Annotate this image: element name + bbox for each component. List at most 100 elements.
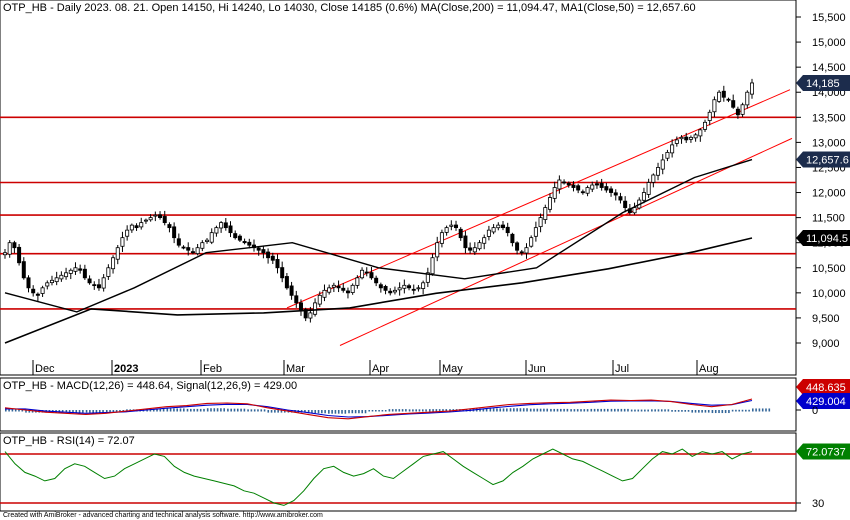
macd-histogram-bar <box>395 409 397 412</box>
candle-body <box>17 246 22 264</box>
candle-body <box>92 284 97 287</box>
candle-body <box>134 225 139 229</box>
candle-body <box>106 267 111 277</box>
candle-body <box>111 257 116 270</box>
candle-body <box>585 187 590 194</box>
candle-body <box>623 200 628 208</box>
macd-histogram-bar <box>610 408 613 412</box>
macd-histogram-bar <box>684 410 687 412</box>
candle-body <box>684 136 689 141</box>
candle-body <box>416 287 421 290</box>
y-tick-label: 15,500 <box>812 12 846 24</box>
macd-histogram-bar <box>647 409 649 412</box>
macd-histogram-bar <box>240 408 242 412</box>
macd-histogram-bar <box>449 409 451 412</box>
macd-histogram-bar <box>691 410 694 413</box>
candle-body <box>594 183 599 186</box>
candle-body <box>538 217 543 228</box>
macd-histogram-bar <box>378 410 380 412</box>
candle-body <box>566 182 571 186</box>
candle-body <box>341 287 346 291</box>
rsi-line <box>4 448 753 506</box>
macd-histogram-bar <box>196 408 199 412</box>
macd-histogram-bar <box>358 410 360 414</box>
macd-histogram-bar <box>620 408 623 412</box>
macd-histogram-bar <box>190 408 192 412</box>
macd-histogram-bar <box>681 410 683 412</box>
candle-body <box>444 227 449 233</box>
macd-histogram-bar <box>496 408 498 412</box>
candle-body <box>392 289 397 293</box>
macd-histogram-bar <box>637 409 640 412</box>
macd-histogram-bar <box>199 408 202 412</box>
candle-body <box>421 282 426 289</box>
candle-body <box>158 214 163 219</box>
macd-histogram-bar <box>331 410 333 414</box>
rsi-value-tag-bg <box>796 443 850 460</box>
candle-body <box>45 282 50 287</box>
macd-histogram-bar <box>173 408 175 412</box>
candle-body <box>378 284 383 289</box>
macd-histogram-bar <box>502 408 505 412</box>
macd-histogram-bar <box>664 409 666 412</box>
macd-histogram-bar <box>516 408 518 412</box>
candle-body <box>219 222 224 229</box>
macd-histogram-bar <box>509 408 512 412</box>
candle-body <box>472 247 477 253</box>
macd-histogram-bar <box>519 408 522 412</box>
macd-histogram-bar <box>415 409 417 412</box>
candle-body <box>298 302 303 311</box>
candle-body <box>731 100 736 108</box>
candle-body <box>721 90 726 98</box>
candle-body <box>327 287 332 293</box>
candle-body <box>411 288 416 291</box>
macd-histogram-bar <box>314 410 317 414</box>
candle-body <box>162 216 167 224</box>
macd-histogram-bar <box>600 408 602 412</box>
candle-body <box>247 241 252 246</box>
macd-histogram-bar <box>485 408 488 412</box>
candle-body <box>49 279 54 284</box>
macd-histogram-bar <box>263 409 266 412</box>
x-tick-label: Aug <box>699 363 719 375</box>
macd-title: OTP_HB - MACD(12,26) = 448.64, Signal(12… <box>3 380 297 392</box>
candle-body <box>750 82 755 95</box>
candle-body <box>425 272 430 283</box>
macd-histogram-bar <box>701 410 703 413</box>
macd-histogram-bar <box>698 410 700 413</box>
macd-histogram-bar <box>203 408 205 412</box>
macd-histogram-bar <box>354 410 357 414</box>
macd-histogram-bar <box>593 408 596 412</box>
macd-histogram-bar <box>462 409 464 412</box>
macd-histogram-bar <box>606 408 609 412</box>
candle-body <box>167 224 172 229</box>
macd-histogram-bar <box>425 409 427 412</box>
macd-histogram-bar <box>243 408 246 412</box>
candle-body <box>500 224 505 229</box>
macd-histogram-bar <box>479 408 481 412</box>
macd-histogram-bar <box>368 410 371 412</box>
macd-histogram-bar <box>25 410 27 413</box>
macd-histogram-bar <box>227 408 229 412</box>
macd-histogram-bar <box>112 410 115 413</box>
macd-histogram-bar <box>337 410 340 414</box>
candle-body <box>688 136 693 140</box>
candle-body <box>181 246 186 249</box>
candle-body <box>486 229 491 237</box>
macd-histogram-bar <box>82 410 84 413</box>
macd-histogram-bar <box>506 408 508 412</box>
candle-body <box>529 237 534 247</box>
macd-histogram-bar <box>98 410 101 413</box>
macd-histogram-bar <box>560 408 562 412</box>
macd-histogram-bar <box>328 410 330 414</box>
x-tick-label: Jun <box>528 363 546 375</box>
candle-body <box>712 99 717 113</box>
y-tick-label: 13,000 <box>812 137 846 149</box>
macd-histogram-bar <box>348 410 350 414</box>
ma200-line <box>4 237 753 344</box>
macd-histogram-bar <box>445 409 448 412</box>
macd-histogram-bar <box>267 410 270 413</box>
macd-histogram-bar <box>674 410 677 412</box>
candle-body <box>172 226 177 239</box>
